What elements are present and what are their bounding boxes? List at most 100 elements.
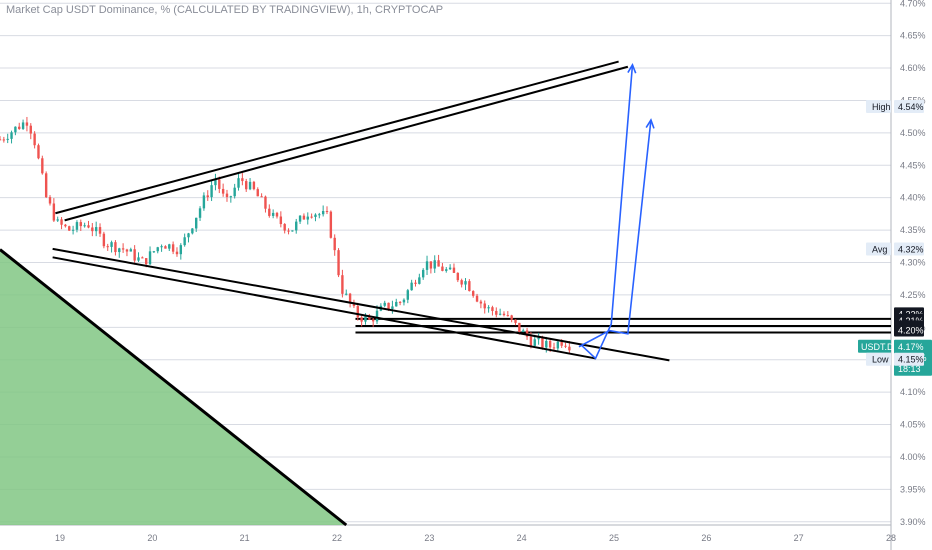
candle-body xyxy=(202,195,206,209)
candle-body xyxy=(556,341,560,349)
y-tick-label: 4.25% xyxy=(900,290,926,300)
candle-body xyxy=(183,237,186,246)
symbol-tag xyxy=(858,339,891,353)
candle-body xyxy=(106,246,109,248)
candle-body xyxy=(552,347,556,349)
candle-body xyxy=(279,216,283,225)
candle-body xyxy=(121,248,125,250)
candle-body xyxy=(337,250,340,276)
candle-body xyxy=(237,178,240,188)
y-tick-label: 3.95% xyxy=(900,484,926,494)
candle-body xyxy=(495,310,498,315)
candle-body xyxy=(60,219,63,225)
candle-body xyxy=(144,258,148,265)
candle-body xyxy=(94,227,98,232)
candle-body xyxy=(314,214,317,217)
candle-body xyxy=(468,281,471,292)
x-axis: 19 20 21 22 23 24 25 26 27 28 xyxy=(55,533,896,543)
candle-body xyxy=(48,197,52,204)
candle-body xyxy=(514,319,517,323)
candle-body xyxy=(248,181,252,190)
candle-body xyxy=(445,269,448,271)
candle-body xyxy=(548,340,552,348)
wedge-trendline xyxy=(64,65,629,222)
candle-body xyxy=(522,330,525,332)
candle-body xyxy=(506,315,510,317)
price-tag xyxy=(894,242,924,256)
candle-body xyxy=(395,301,398,307)
candle-body xyxy=(510,315,513,320)
candle-body xyxy=(118,248,121,253)
candle-body xyxy=(298,215,302,222)
candle-body xyxy=(421,269,425,278)
candle-body xyxy=(387,302,390,309)
candle-body xyxy=(21,122,25,129)
level-label-tag xyxy=(866,352,891,366)
candle-body xyxy=(156,247,159,252)
candle-body xyxy=(402,299,406,303)
candle-body xyxy=(206,195,209,198)
candle-body xyxy=(264,196,267,209)
candle-body xyxy=(148,251,152,265)
candle-body xyxy=(52,203,56,221)
price-tag xyxy=(894,99,924,113)
candle-body xyxy=(33,133,36,146)
candle-body xyxy=(75,222,79,230)
candle-body xyxy=(125,249,129,252)
x-tick-label: 24 xyxy=(517,533,527,543)
candle-body xyxy=(471,291,475,296)
candle-body xyxy=(44,173,48,198)
candle-body xyxy=(271,212,275,216)
candle-body xyxy=(310,216,313,218)
candle-body xyxy=(241,178,244,182)
candle-body xyxy=(164,246,167,249)
candle-body xyxy=(321,210,325,215)
x-tick-label: 21 xyxy=(240,533,250,543)
candle-body xyxy=(475,295,479,302)
candle-body xyxy=(487,307,490,309)
candle-body xyxy=(10,132,13,139)
x-tick-label: 28 xyxy=(886,533,896,543)
symbol-label: USDT.D xyxy=(861,342,894,352)
candle-body xyxy=(345,293,348,295)
candle-body xyxy=(2,139,6,141)
candle-body xyxy=(371,319,375,322)
candle-body xyxy=(218,179,221,189)
candle-body xyxy=(425,261,429,270)
level-label-tag xyxy=(866,99,891,113)
projection-arrowhead xyxy=(645,118,655,129)
candle-body xyxy=(533,339,536,346)
candle-body xyxy=(498,313,502,315)
candle-body xyxy=(68,226,71,231)
candle-body xyxy=(64,224,67,227)
candle-body xyxy=(198,208,202,218)
y-tick-label: 4.45% xyxy=(900,160,926,170)
candle-body xyxy=(295,221,298,231)
chart-title: Market Cap USDT Dominance, % (CALCULATED… xyxy=(6,4,444,16)
candle-body xyxy=(191,228,194,234)
candle-body xyxy=(29,125,32,134)
candle-body xyxy=(333,237,336,251)
candle-body xyxy=(110,242,113,247)
candle-body xyxy=(221,188,225,194)
level-label: Avg xyxy=(872,245,887,255)
candle-body xyxy=(229,196,233,198)
candle-body xyxy=(433,260,436,269)
candle-body xyxy=(302,215,306,220)
candle-body xyxy=(291,230,294,232)
y-tick-label: 4.70% xyxy=(900,0,926,8)
y-tick-label: 4.60% xyxy=(900,63,926,73)
x-tick-label: 27 xyxy=(794,533,804,543)
candle-body xyxy=(225,193,229,198)
candle-body xyxy=(464,281,467,285)
wedge-trendline xyxy=(52,256,596,360)
candle-body xyxy=(83,225,86,227)
candle-body xyxy=(356,306,359,318)
candle-body xyxy=(406,290,409,300)
candle-body xyxy=(560,341,563,346)
candle-body xyxy=(437,260,440,267)
candle-body xyxy=(502,313,506,316)
candle-body xyxy=(79,222,82,227)
